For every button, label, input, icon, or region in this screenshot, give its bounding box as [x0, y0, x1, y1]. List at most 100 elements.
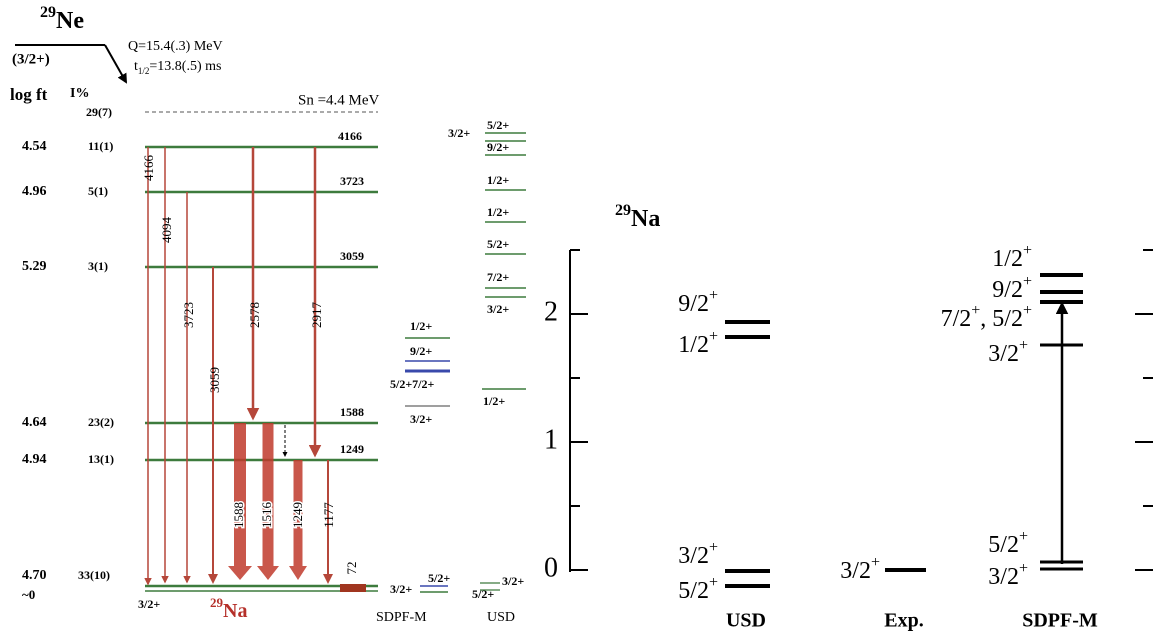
sdpfm-calc-spin: 9/2+ — [992, 273, 1032, 302]
sdpfm-calc-spin: 3/2+ — [988, 560, 1028, 589]
exp-spin-part: 3/2 — [840, 558, 871, 584]
sdpfm-spin: 9/2+ — [410, 344, 432, 358]
log-ft: 5.29 — [22, 259, 47, 274]
daughter-nucleus-part: 29 — [210, 595, 224, 610]
half-life-part: =13.8(.5) ms — [149, 59, 221, 74]
exp-spin-part: + — [871, 554, 880, 571]
comparison-nucleus-part: Na — [631, 206, 660, 232]
sdpfm-spin: 3/2+ — [390, 582, 412, 596]
level-energy: 3059 — [340, 249, 364, 263]
exp-spin: 3/2+ — [840, 554, 880, 583]
axis-tick-label: 0 — [544, 552, 558, 583]
usd-spin: 9/2+ — [487, 140, 509, 154]
parent-nucleus: 29Ne — [40, 4, 84, 33]
sdpfm-calc-spin-part: 9/2 — [992, 277, 1023, 303]
usd-calc-spin-part: + — [709, 574, 718, 591]
usd-spin: 1/2+ — [487, 205, 509, 219]
transition-arrow — [257, 423, 279, 580]
sdpfm-calc-spin-part: + — [971, 302, 980, 319]
usd-label: USD — [487, 610, 515, 625]
ground-spin: 3/2+ — [138, 597, 160, 611]
parent-nucleus-part: Ne — [56, 8, 84, 34]
log-ft: 4.64 — [22, 415, 47, 430]
transition-arrow — [228, 423, 252, 580]
sdpfm-calc-spin-part: + — [1023, 302, 1032, 319]
level-energy: 1249 — [340, 442, 364, 456]
log-ft: 4.94 — [22, 452, 47, 467]
transition-energy: 1177 — [321, 502, 336, 528]
sdpfm-calc-spin-part: 1/2 — [992, 246, 1023, 272]
usd-spin: 1/2+ — [487, 173, 509, 187]
ground-energy: ~0 — [22, 587, 35, 602]
intensity: 11(1) — [88, 139, 113, 153]
usd-spin: 5/2+ — [487, 118, 509, 132]
intensity-header: I% — [70, 86, 89, 101]
sn-intensity: 29(7) — [86, 105, 112, 119]
usd-calc-spin: 5/2+ — [678, 574, 718, 603]
half-life: t1/2=13.8(.5) ms — [134, 59, 221, 76]
intensity: 5(1) — [88, 184, 108, 198]
log-ft: 4.96 — [22, 184, 47, 199]
comparison-nucleus-part: 29 — [615, 202, 631, 219]
transition-energy: 3723 — [181, 302, 196, 328]
daughter-nucleus: 29Na — [210, 595, 247, 621]
intensity: 33(10) — [78, 568, 110, 582]
q-value: Q=15.4(.3) MeV — [128, 39, 223, 54]
transition-energy: 1588 — [231, 502, 246, 528]
usd-calc-spin-part: + — [709, 539, 718, 556]
sdpfm-calc-spin: 7/2+, 5/2+ — [941, 302, 1032, 331]
comparison-nucleus: 29Na — [615, 202, 660, 231]
transition-energy: 2578 — [247, 302, 262, 328]
sdpfm-calc-spin: 1/2+ — [992, 242, 1032, 271]
sdpfm-label: SDPF-M — [376, 610, 427, 625]
usd-spin: 5/2+ — [472, 587, 494, 601]
log-ft-header: log ft — [10, 85, 48, 104]
sdpfm-calc-spin-part: 3/2 — [988, 564, 1019, 590]
usd-spin: 3/2+ — [502, 574, 524, 588]
intensity: 23(2) — [88, 415, 114, 429]
sdpfm-calc-spin: 3/2+ — [988, 337, 1028, 366]
parent-nucleus-part: 29 — [40, 4, 56, 21]
sdpfm-calc-spin-part: , 5/2 — [980, 306, 1023, 332]
sdpfm-calc-spin-part: 3/2 — [988, 341, 1019, 367]
sdpfm-spin: 5/2+7/2+ — [390, 377, 435, 391]
usd-calc-spin: 3/2+ — [678, 539, 718, 568]
usd-calc-spin-part: + — [709, 287, 718, 304]
level-energy: 3723 — [340, 174, 364, 188]
sdpfm-calc-spin-part: + — [1019, 560, 1028, 577]
level-energy: 4166 — [338, 129, 362, 143]
axis-tick-label: 1 — [544, 424, 558, 455]
sdpfm-calc-spin-part: 5/2 — [988, 532, 1019, 558]
half-life-part: 1/2 — [138, 66, 150, 76]
usd-calc-spin-part: 1/2 — [678, 332, 709, 358]
parent-spin: (3/2+) — [12, 51, 50, 67]
usd-spin: 3/2+ — [448, 126, 470, 140]
decay-arrow — [104, 44, 127, 84]
usd-calc-label: USD — [726, 610, 766, 632]
sdpfm-calc-label: SDPF-M — [1022, 610, 1098, 632]
axis-tick-label: 2 — [544, 296, 558, 327]
intensity: 13(1) — [88, 452, 114, 466]
sdpfm-spin: 1/2+ — [410, 319, 432, 333]
usd-spin: 5/2+ — [487, 237, 509, 251]
sdpfm-calc-spin-part: + — [1019, 528, 1028, 545]
usd-spin: 7/2+ — [487, 270, 509, 284]
log-ft: 4.70 — [22, 568, 47, 583]
sdpfm-calc-spin-part: + — [1019, 337, 1028, 354]
sn-label: Sn =4.4 MeV — [298, 92, 380, 108]
usd-spin: 3/2+ — [487, 302, 509, 316]
usd-calc-spin-part: 9/2 — [678, 291, 709, 317]
usd-calc-spin-part: 5/2 — [678, 578, 709, 604]
transition-arrow — [340, 584, 366, 592]
usd-calc-spin-part: 3/2 — [678, 543, 709, 569]
half-life-part: t — [134, 59, 138, 74]
transition-arrow — [289, 460, 307, 580]
sdpfm-calc-spin-part: + — [1023, 242, 1032, 259]
sdpfm-calc-spin-part: 7/2 — [941, 306, 972, 332]
transition-energy: 1516 — [259, 502, 274, 529]
transition-energy: 4094 — [159, 217, 174, 244]
transition-energy: 1249 — [290, 502, 305, 528]
usd-spin: 1/2+ — [483, 394, 505, 408]
sdpfm-calc-spin-part: + — [1023, 273, 1032, 290]
